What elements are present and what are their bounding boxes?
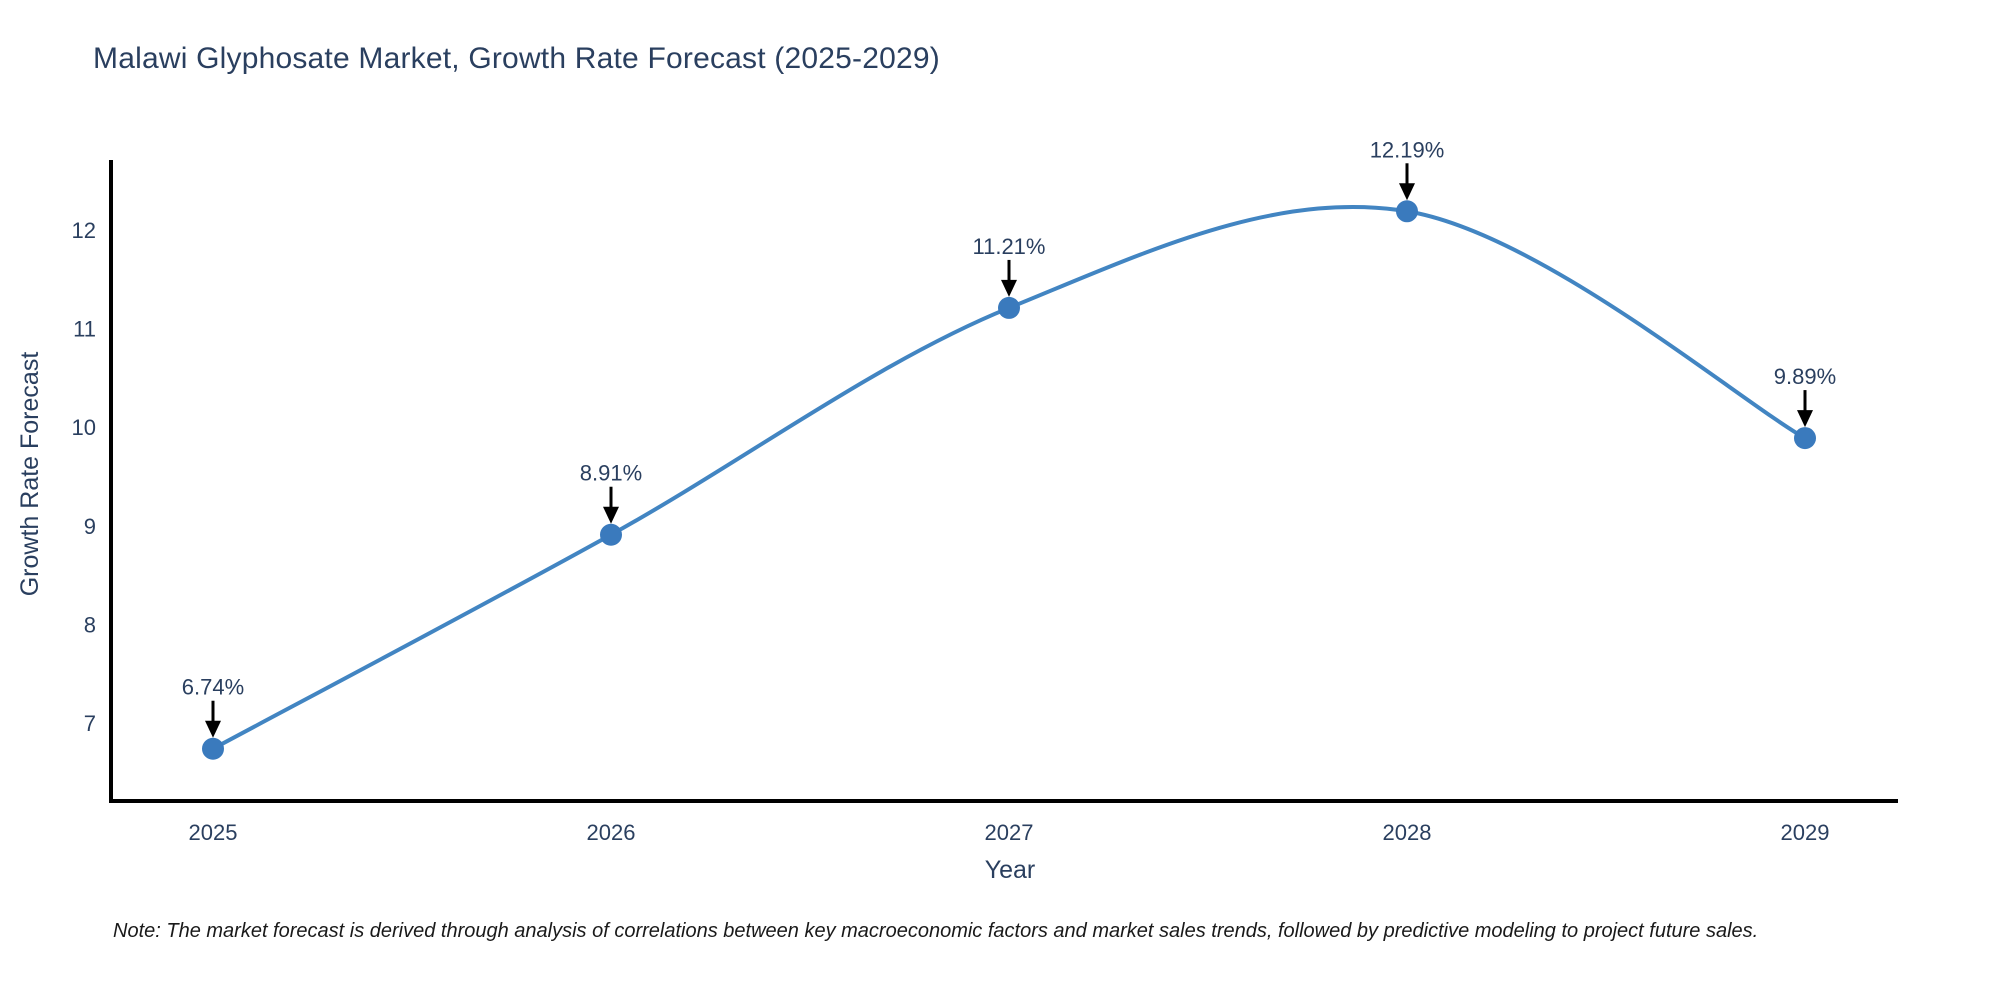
data-point-marker [998, 296, 1020, 319]
y-tick-label: 10 [72, 415, 96, 440]
x-tick-label: 2027 [985, 820, 1034, 845]
y-tick-label: 8 [84, 612, 96, 637]
y-tick-label: 11 [73, 317, 96, 342]
x-tick-label: 2028 [1383, 820, 1432, 845]
data-point-marker [1396, 200, 1418, 223]
annotation-arrowhead-icon [1399, 183, 1415, 201]
annotation-arrowhead-icon [603, 506, 619, 524]
x-axis-title: Year [984, 856, 1036, 884]
chart-title: Malawi Glyphosate Market, Growth Rate Fo… [93, 42, 940, 75]
annotation-arrowhead-icon [205, 720, 221, 738]
data-point-marker [600, 523, 622, 546]
point-value-label: 11.21% [973, 234, 1046, 259]
data-point-marker [1794, 427, 1816, 450]
data-point-marker [202, 737, 224, 760]
annotation-arrowhead-icon [1001, 279, 1017, 297]
y-axis-title: Growth Rate Forecast [16, 351, 44, 597]
point-value-label: 12.19% [1370, 137, 1445, 162]
y-tick-label: 7 [84, 711, 96, 736]
x-tick-label: 2029 [1781, 820, 1830, 845]
y-tick-label: 12 [72, 218, 96, 243]
point-value-label: 6.74% [182, 675, 244, 700]
footnote: Note: The market forecast is derived thr… [113, 920, 1759, 942]
point-value-label: 8.91% [580, 461, 642, 486]
point-value-label: 9.89% [1774, 364, 1836, 389]
x-tick-label: 2025 [189, 820, 238, 845]
x-tick-label: 2026 [587, 820, 636, 845]
y-tick-label: 9 [84, 514, 96, 539]
annotation-arrowhead-icon [1797, 410, 1813, 428]
